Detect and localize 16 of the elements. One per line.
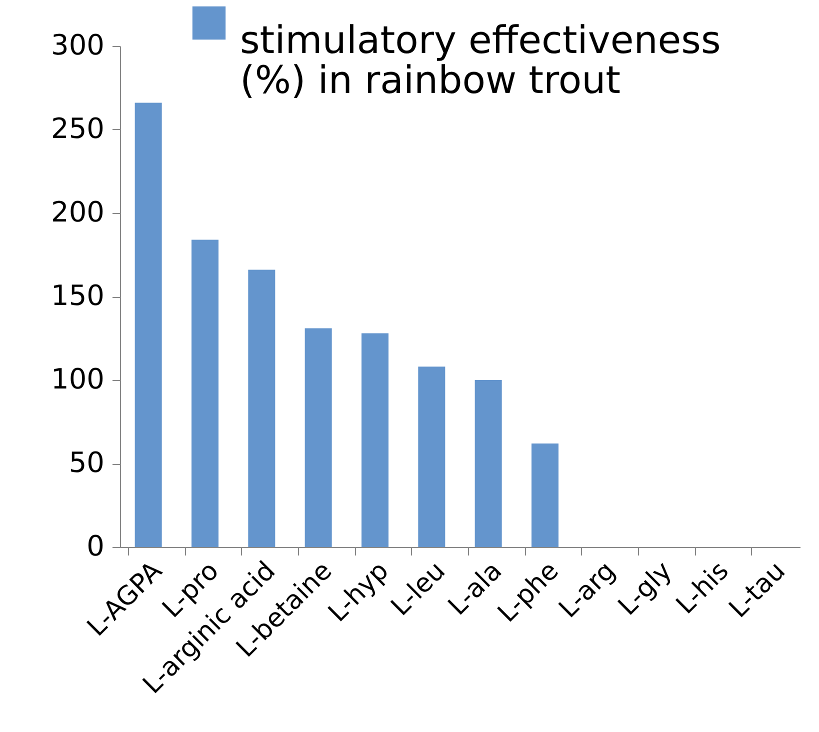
y-tick-label: 150 <box>51 279 104 312</box>
bar <box>532 443 558 547</box>
bar <box>474 380 502 547</box>
bar <box>134 102 162 547</box>
y-tick-label: 0 <box>86 530 104 562</box>
bar <box>362 333 388 547</box>
bar <box>248 270 276 547</box>
bar <box>304 328 332 547</box>
y-tick-label: 250 <box>51 112 104 145</box>
y-tick-label: 300 <box>51 28 104 62</box>
legend-label: stimulatory effectiveness (%) in rainbow trout <box>240 18 721 102</box>
y-tick-label: 200 <box>51 196 104 228</box>
y-tick-label: 100 <box>51 362 104 396</box>
bar <box>418 366 446 547</box>
bar <box>192 240 218 547</box>
y-tick-label: 50 <box>68 446 104 479</box>
